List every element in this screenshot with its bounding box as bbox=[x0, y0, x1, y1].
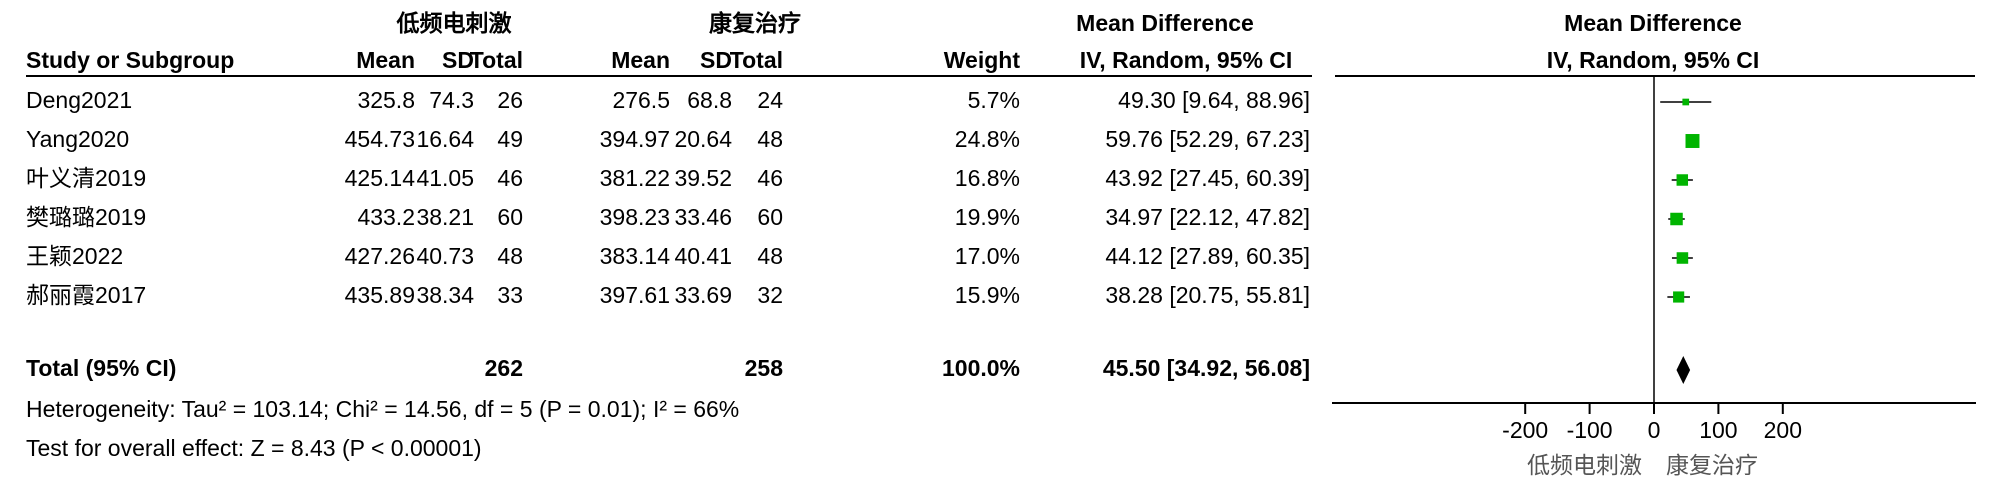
study-name: Yang2020 bbox=[26, 126, 129, 152]
effect-header: Mean Difference bbox=[1076, 10, 1254, 36]
cell: 433.2 bbox=[357, 204, 415, 230]
x-direction-label: 康复治疗 bbox=[1666, 453, 1758, 479]
x-tick-label: -100 bbox=[1567, 417, 1613, 443]
cell: 41.05 bbox=[416, 165, 474, 191]
cell: 40.41 bbox=[674, 243, 732, 269]
cell: 258 bbox=[745, 355, 784, 381]
cell: 24 bbox=[757, 87, 783, 113]
effect-square bbox=[1676, 252, 1689, 264]
cell: 48 bbox=[757, 126, 783, 152]
study-name: 王颖2022 bbox=[26, 243, 123, 269]
cell: 5.7% bbox=[968, 87, 1020, 113]
cell: 33.46 bbox=[674, 204, 732, 230]
cell: 48 bbox=[757, 243, 783, 269]
effect-square bbox=[1673, 291, 1685, 303]
cell: 325.8 bbox=[357, 87, 415, 113]
cell: 20.64 bbox=[674, 126, 732, 152]
cell: 40.73 bbox=[416, 243, 474, 269]
cell: 383.14 bbox=[600, 243, 671, 269]
cell: 46 bbox=[497, 165, 523, 191]
column-header: Total bbox=[730, 47, 783, 73]
x-direction-label: 低频电刺激 bbox=[1527, 453, 1642, 479]
cell: 262 bbox=[485, 355, 523, 381]
cell: 19.9% bbox=[955, 204, 1020, 230]
column-header: IV, Random, 95% CI bbox=[1080, 47, 1293, 73]
cell: 17.0% bbox=[955, 243, 1020, 269]
cell: 68.8 bbox=[687, 87, 732, 113]
cell: 398.23 bbox=[600, 204, 670, 230]
x-tick-label: 0 bbox=[1648, 417, 1661, 443]
column-header: Weight bbox=[944, 47, 1021, 73]
cell: 45.50 [34.92, 56.08] bbox=[1103, 355, 1310, 381]
cell: 32 bbox=[757, 282, 783, 308]
heterogeneity: Heterogeneity: Tau² = 103.14; Chi² = 14.… bbox=[26, 396, 739, 422]
cell: 39.52 bbox=[674, 165, 732, 191]
column-header: SD bbox=[700, 47, 732, 73]
cell: 16.64 bbox=[416, 126, 474, 152]
cell: 34.97 [22.12, 47.82] bbox=[1105, 204, 1310, 230]
cell: 16.8% bbox=[955, 165, 1020, 191]
cell: 74.3 bbox=[429, 87, 474, 113]
cell: 59.76 [52.29, 67.23] bbox=[1105, 126, 1310, 152]
column-header: SD bbox=[442, 47, 474, 73]
cell: 46 bbox=[757, 165, 783, 191]
cell: 33 bbox=[497, 282, 523, 308]
column-header: Total bbox=[470, 47, 523, 73]
cell: 381.22 bbox=[600, 165, 670, 191]
cell: 60 bbox=[497, 204, 523, 230]
cell: 276.5 bbox=[612, 87, 670, 113]
overall-effect: Test for overall effect: Z = 8.43 (P < 0… bbox=[26, 435, 482, 461]
study-name: 叶义清2019 bbox=[26, 165, 146, 191]
cell: 425.14 bbox=[345, 165, 416, 191]
cell: 26 bbox=[497, 87, 523, 113]
cell: 15.9% bbox=[955, 282, 1020, 308]
cell: 454.73 bbox=[345, 126, 415, 152]
cell: 38.28 [20.75, 55.81] bbox=[1105, 282, 1310, 308]
cell: 38.21 bbox=[416, 204, 474, 230]
cell: 100.0% bbox=[942, 355, 1020, 381]
column-header: Study or Subgroup bbox=[26, 47, 234, 73]
cell: 394.97 bbox=[600, 126, 670, 152]
effect-square bbox=[1685, 134, 1700, 148]
cell: 24.8% bbox=[955, 126, 1020, 152]
x-tick-label: 200 bbox=[1764, 417, 1802, 443]
study-name: 樊璐璐2019 bbox=[26, 204, 146, 230]
cell: 49 bbox=[497, 126, 523, 152]
effect-header: Mean Difference bbox=[1564, 10, 1742, 36]
x-tick-label: 100 bbox=[1699, 417, 1737, 443]
cell: 44.12 [27.89, 60.35] bbox=[1105, 243, 1310, 269]
group-label: 康复治疗 bbox=[709, 10, 801, 37]
total-label: Total (95% CI) bbox=[26, 355, 176, 381]
cell: 43.92 [27.45, 60.39] bbox=[1105, 165, 1310, 191]
column-header: Mean bbox=[356, 47, 415, 73]
column-header: IV, Random, 95% CI bbox=[1547, 47, 1760, 73]
x-tick-label: -200 bbox=[1502, 417, 1548, 443]
cell: 427.26 bbox=[345, 243, 415, 269]
effect-square bbox=[1676, 174, 1689, 186]
effect-square bbox=[1682, 98, 1690, 106]
summary-diamond bbox=[1676, 356, 1691, 384]
cell: 33.69 bbox=[674, 282, 732, 308]
cell: 49.30 [9.64, 88.96] bbox=[1118, 87, 1310, 113]
cell: 38.34 bbox=[416, 282, 474, 308]
column-header: Mean bbox=[611, 47, 670, 73]
effect-square bbox=[1670, 212, 1683, 226]
cell: 435.89 bbox=[345, 282, 415, 308]
study-name: Deng2021 bbox=[26, 87, 132, 113]
cell: 60 bbox=[757, 204, 783, 230]
study-name: 郝丽霞2017 bbox=[26, 282, 146, 308]
group-label: 低频电刺激 bbox=[396, 10, 512, 37]
cell: 48 bbox=[497, 243, 523, 269]
cell: 397.61 bbox=[600, 282, 670, 308]
